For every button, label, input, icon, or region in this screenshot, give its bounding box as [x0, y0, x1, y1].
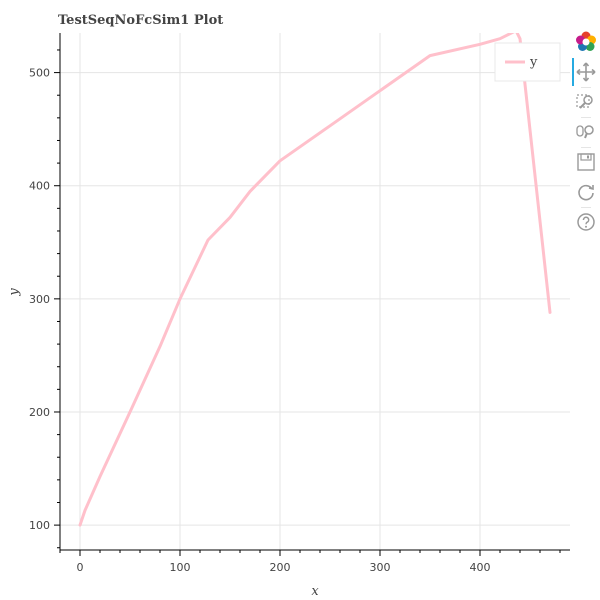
x-axis-label: x [311, 584, 319, 599]
toolbar [572, 28, 600, 268]
pan-icon [576, 62, 596, 82]
reset-icon [578, 184, 594, 201]
series-line [78, 33, 552, 527]
legend: y [494, 42, 561, 82]
plot-area [60, 33, 570, 550]
bokeh-logo-icon[interactable] [574, 30, 598, 54]
help-tool[interactable] [574, 210, 598, 234]
wheel-zoom-icon [576, 125, 594, 139]
y-tick-label: 500 [29, 67, 50, 80]
plot-frame [60, 33, 570, 550]
wheel-zoom-tool[interactable] [574, 120, 598, 144]
x-tick-label: 300 [370, 561, 391, 574]
toolbar-separator [581, 117, 591, 118]
y-tick-label: 400 [29, 180, 50, 193]
toolbar-separator [581, 207, 591, 208]
reset-tool[interactable] [574, 180, 598, 204]
x-tick-label: 0 [77, 561, 84, 574]
active-tool-indicator [572, 58, 574, 86]
help-icon [577, 213, 595, 231]
y-tick-label: 100 [29, 519, 50, 532]
x-tick-label: 100 [170, 561, 191, 574]
y-axis-label: y [7, 288, 22, 297]
x-tick-label: 200 [270, 561, 291, 574]
legend-label: y [529, 55, 538, 70]
chart-title: TestSeqNoFcSim1 Plot [58, 13, 223, 28]
x-tick-label: 400 [470, 561, 491, 574]
y-tick-label: 300 [29, 293, 50, 306]
box-zoom-icon [576, 94, 593, 109]
toolbar-separator [581, 87, 591, 88]
toolbar-separator [581, 147, 591, 148]
y-tick-label: 200 [29, 406, 50, 419]
grid [60, 33, 570, 550]
axes: 0 100 200 300 400 100 200 300 400 500 [29, 33, 570, 574]
save-icon [577, 153, 595, 171]
box-zoom-tool[interactable] [574, 90, 598, 114]
series-layer [78, 33, 552, 527]
legend-box [494, 42, 561, 82]
pan-tool[interactable] [572, 58, 598, 86]
save-tool[interactable] [574, 150, 598, 174]
